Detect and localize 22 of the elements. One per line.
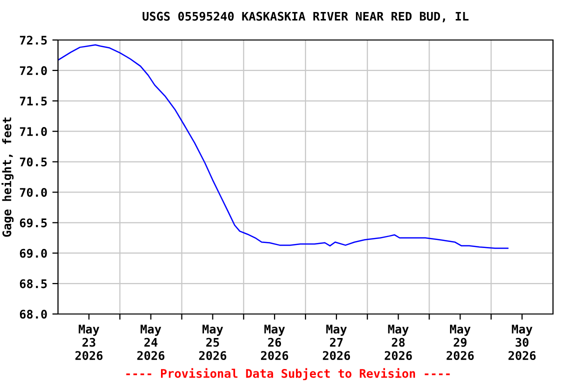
x-tick-label: May 29 2026 <box>446 324 474 360</box>
x-tick-label: May 27 2026 <box>322 324 350 360</box>
y-tick-label: 69.5 <box>20 218 47 228</box>
y-tick-label: 70.5 <box>20 158 47 166</box>
x-tick-label: May 24 2026 <box>137 324 164 360</box>
y-tick-label: 71.5 <box>20 96 47 106</box>
y-tick-label: 69.0 <box>20 248 47 258</box>
y-axis-title: Gage height, feet <box>2 118 14 237</box>
y-tick-label: 72.0 <box>20 66 47 76</box>
x-tick-label: May 25 2026 <box>199 324 226 360</box>
y-tick-label: 71.0 <box>20 127 47 136</box>
line-series <box>58 44 509 249</box>
y-tick-label: 70.0 <box>20 188 47 197</box>
x-tick-label: May 28 2026 <box>384 324 412 360</box>
x-tick-label: May 26 2026 <box>261 324 288 360</box>
chart-title: USGS 05595240 KASKASKIA RIVER NEAR RED BUD, IL <box>142 12 469 22</box>
x-tick-label: May 23 2026 <box>75 324 103 360</box>
y-tick-label: 68.0 <box>20 310 47 319</box>
x-tick-label: May 30 2026 <box>508 324 536 360</box>
y-tick-label: 68.5 <box>20 279 47 288</box>
y-tick-label: 72.5 <box>20 36 47 45</box>
text: ---- Provisional Data Subject to Revision ---- <box>126 368 450 380</box>
